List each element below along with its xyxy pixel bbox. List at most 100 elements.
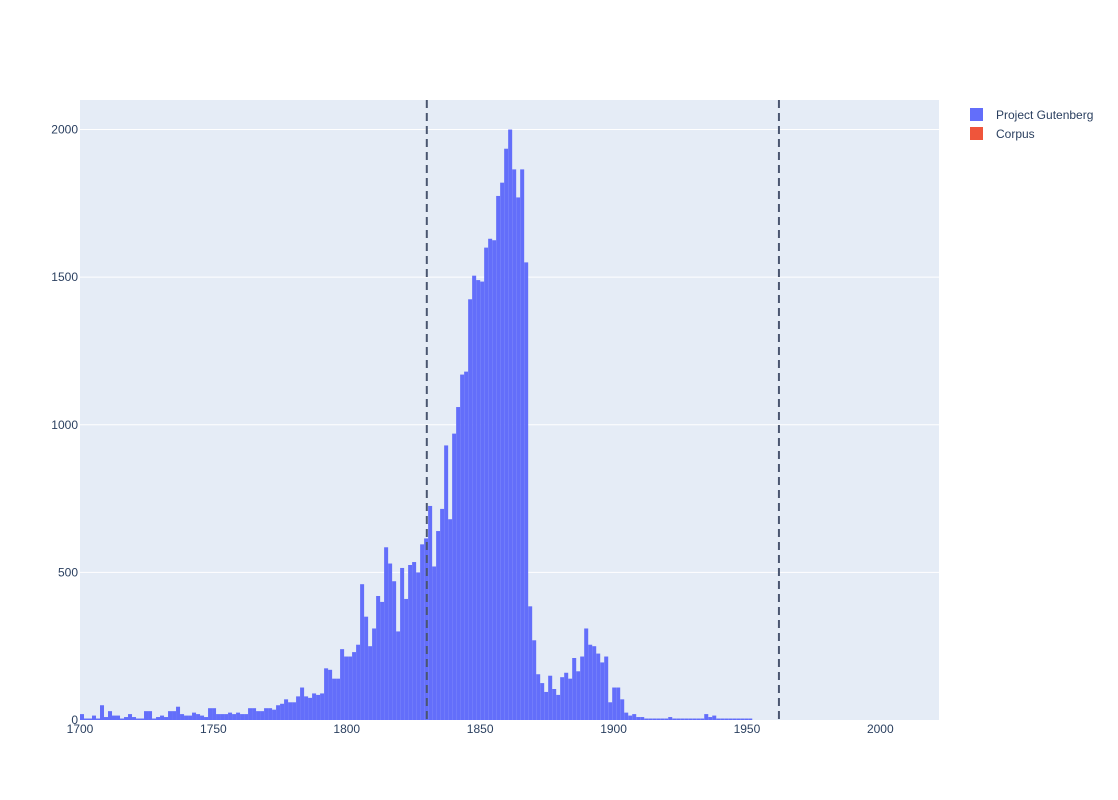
- bar-project-gutenberg: [648, 718, 653, 720]
- bar-project-gutenberg: [428, 505, 433, 720]
- bar-project-gutenberg: [100, 705, 105, 720]
- bar-project-gutenberg: [556, 694, 561, 720]
- bar-project-gutenberg: [308, 697, 313, 720]
- bar-project-gutenberg: [412, 562, 417, 720]
- bar-project-gutenberg: [88, 718, 93, 720]
- bar-project-gutenberg: [592, 646, 597, 720]
- bar-project-gutenberg: [392, 581, 397, 720]
- bar-project-gutenberg: [564, 672, 569, 720]
- bar-project-gutenberg: [360, 584, 365, 720]
- bar-project-gutenberg: [524, 262, 529, 720]
- bar-project-gutenberg: [388, 563, 393, 720]
- bar-project-gutenberg: [92, 715, 97, 720]
- bar-project-gutenberg: [208, 708, 213, 720]
- bar-project-gutenberg: [472, 275, 477, 720]
- bar-project-gutenberg: [492, 240, 497, 720]
- bar-project-gutenberg: [676, 718, 681, 720]
- bar-project-gutenberg: [744, 718, 749, 720]
- y-tick-label-0: 0: [71, 713, 78, 727]
- bar-project-gutenberg: [316, 694, 321, 720]
- bar-project-gutenberg: [128, 714, 133, 720]
- bar-project-gutenberg: [320, 693, 325, 720]
- bar-project-gutenberg: [500, 182, 505, 720]
- y-tick-label-500: 500: [58, 565, 78, 579]
- bar-project-gutenberg: [120, 718, 125, 720]
- y-tick-label-1000: 1000: [51, 418, 78, 432]
- y-axis-ticks: 0 500 1000 1500 2000: [51, 123, 78, 727]
- bar-project-gutenberg: [280, 703, 285, 720]
- bar-project-gutenberg: [640, 717, 645, 720]
- bar-project-gutenberg: [264, 708, 269, 720]
- legend-item-corpus[interactable]: Corpus: [970, 127, 1035, 141]
- legend-label-project-gutenberg: Project Gutenberg: [996, 108, 1093, 122]
- bar-project-gutenberg: [240, 714, 245, 720]
- bar-project-gutenberg: [600, 662, 605, 720]
- bar-project-gutenberg: [152, 718, 157, 720]
- bar-project-gutenberg: [364, 616, 369, 720]
- bar-project-gutenberg: [400, 567, 405, 720]
- bar-project-gutenberg: [732, 718, 737, 720]
- bar-project-gutenberg: [268, 708, 273, 720]
- bar-project-gutenberg: [176, 706, 181, 720]
- bar-project-gutenberg: [192, 712, 197, 720]
- bar-project-gutenberg: [216, 714, 221, 720]
- legend-item-project-gutenberg[interactable]: Project Gutenberg: [970, 108, 1093, 122]
- x-tick-label-1850: 1850: [467, 722, 494, 736]
- bar-project-gutenberg: [672, 718, 677, 720]
- legend-swatch-corpus: [970, 127, 983, 140]
- bar-project-gutenberg: [424, 538, 429, 720]
- bar-project-gutenberg: [328, 669, 333, 720]
- legend[interactable]: Project Gutenberg Corpus: [970, 108, 1093, 141]
- bar-project-gutenberg: [108, 711, 113, 720]
- x-tick-label-1700: 1700: [67, 722, 94, 736]
- bar-project-gutenberg: [144, 711, 149, 720]
- bar-project-gutenberg: [496, 195, 501, 720]
- bar-project-gutenberg: [184, 715, 189, 720]
- bar-project-gutenberg: [448, 519, 453, 720]
- bar-project-gutenberg: [224, 714, 229, 720]
- bar-project-gutenberg: [368, 646, 373, 720]
- bar-project-gutenberg: [180, 714, 185, 720]
- bar-project-gutenberg: [668, 717, 673, 720]
- bar-project-gutenberg: [340, 649, 345, 720]
- bar-project-gutenberg: [476, 280, 481, 720]
- bar-project-gutenberg: [148, 711, 153, 720]
- x-tick-label-1750: 1750: [200, 722, 227, 736]
- bar-project-gutenberg: [204, 717, 209, 720]
- bar-project-gutenberg: [660, 718, 665, 720]
- bar-project-gutenberg: [616, 687, 621, 720]
- bar-project-gutenberg: [460, 374, 465, 720]
- bar-project-gutenberg: [200, 715, 205, 720]
- y-tick-label-2000: 2000: [51, 123, 78, 137]
- bar-project-gutenberg: [272, 709, 277, 720]
- bar-project-gutenberg: [220, 714, 225, 720]
- bar-project-gutenberg: [376, 596, 381, 720]
- bar-project-gutenberg: [332, 678, 337, 720]
- bar-project-gutenberg: [164, 717, 169, 720]
- bar-project-gutenberg: [516, 197, 521, 720]
- bar-project-gutenberg: [700, 718, 705, 720]
- bar-project-gutenberg: [588, 644, 593, 720]
- bar-project-gutenberg: [724, 718, 729, 720]
- bar-project-gutenberg: [324, 668, 329, 720]
- bar-project-gutenberg: [456, 407, 461, 720]
- bar-project-gutenberg: [512, 169, 517, 720]
- bar-project-gutenberg: [356, 644, 361, 720]
- bar-project-gutenberg: [628, 715, 633, 720]
- bar-project-gutenberg: [740, 718, 745, 720]
- bar-project-gutenberg: [508, 129, 513, 720]
- bar-project-gutenberg: [172, 711, 177, 720]
- bar-project-gutenberg: [396, 631, 401, 720]
- bar-project-gutenberg: [292, 702, 297, 720]
- bar-project-gutenberg: [452, 433, 457, 720]
- bar-project-gutenberg: [136, 718, 141, 720]
- bar-project-gutenberg: [244, 714, 249, 720]
- x-tick-label-1900: 1900: [600, 722, 627, 736]
- bar-project-gutenberg: [96, 718, 101, 720]
- bar-project-gutenberg: [636, 717, 641, 720]
- bar-project-gutenberg: [664, 718, 669, 720]
- bar-project-gutenberg: [748, 718, 753, 720]
- bar-project-gutenberg: [124, 717, 129, 720]
- bar-project-gutenberg: [560, 677, 565, 720]
- bar-project-gutenberg: [196, 714, 201, 720]
